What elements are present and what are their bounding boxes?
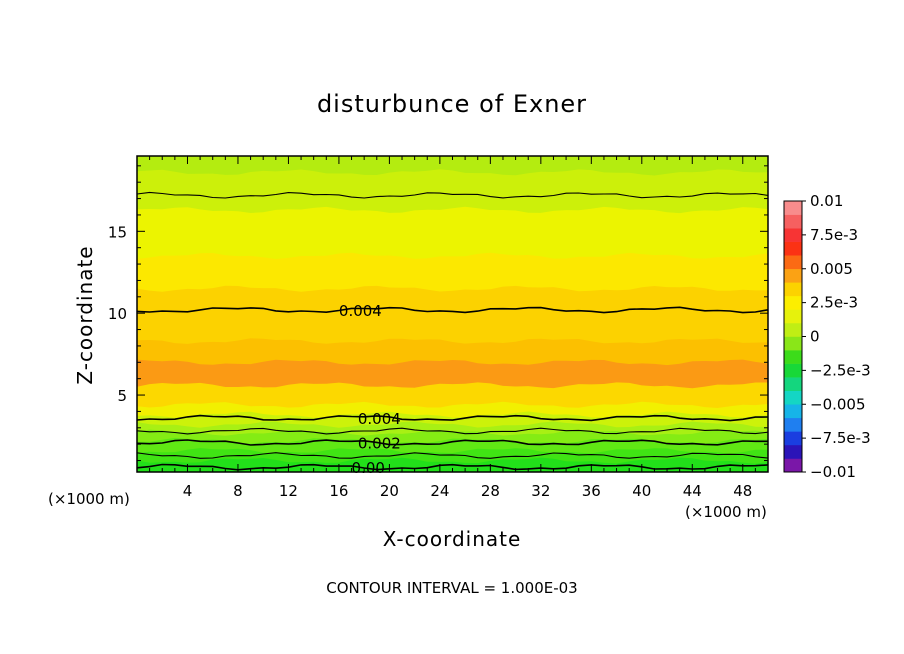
x-tick-label: 44 [683,482,702,500]
x-tick-label: 36 [582,482,601,500]
colorbar-segment [784,390,802,405]
colorbar [783,200,803,473]
colorbar-label: −0.005 [810,395,866,413]
contour-line [136,191,769,199]
contour-interval-note: CONTOUR INTERVAL = 1.000E-03 [326,579,577,597]
contour-line [136,306,769,314]
colorbar-label: 7.5e-3 [810,226,858,244]
x-tick-label: 32 [531,482,550,500]
x-tick-label: 40 [632,482,651,500]
y-tick-label: 15 [108,223,127,241]
x-unit-right: (×1000 m) [685,503,767,521]
x-tick-label: 12 [279,482,298,500]
contour-line [136,427,769,435]
x-tick-label: 20 [380,482,399,500]
colorbar-segment [784,322,802,337]
x-unit-left: (×1000 m) [48,490,130,508]
colorbar-labels: 0.01 7.5e-3 0.005 2.5e-3 0 −2.5e-3 −0.005 −7.5e… [802,192,871,481]
colorbar-segment [784,377,802,391]
x-tick-label: 48 [733,482,752,500]
contour-label: 0.004 [339,302,382,320]
colorbar-segment [784,282,802,297]
colorbar-segment [784,458,802,473]
colorbar-label: −2.5e-3 [810,361,871,379]
colorbar-label: 0.01 [810,192,843,210]
x-tick-label: 8 [233,482,243,500]
colorbar-segment [784,309,802,324]
colorbar-segment [784,363,802,378]
colorbar-segment [784,404,802,419]
colorbar-label: 0 [810,328,820,346]
y-tick-label: 10 [108,305,127,323]
contour-line [136,414,769,422]
x-tick-label: 28 [481,482,500,500]
plot-frame [136,155,769,473]
colorbar-segment [784,268,802,283]
y-axis-label: Z-coordinate [73,245,97,384]
contour-label: 0.002 [358,435,401,453]
contour-line [136,452,769,459]
colorbar-segment [784,255,802,270]
x-tick-label: 24 [430,482,449,500]
colorbar-segment [784,228,802,242]
y-tick-label: 5 [117,387,127,405]
x-tick-labels: 4 8 12 16 20 24 28 32 36 40 44 48 [183,482,753,500]
colorbar-segment [784,350,802,364]
contour-label: 0.004 [358,410,401,428]
x-axis-label: X-coordinate [383,527,522,551]
colorbar-label: 0.005 [810,260,853,278]
y-tick-labels: 5 10 15 [108,223,127,405]
x-tick-label: 16 [329,482,348,500]
colorbar-segment [784,431,802,446]
colorbar-segment [784,336,802,351]
colorbar-segment [784,214,802,229]
contour-line [136,463,769,471]
colorbar-segment [784,241,802,256]
contour-label: 0.00 [352,459,385,477]
colorbar-segment [784,295,802,310]
x-tick-label: 4 [183,482,193,500]
contour-line [136,439,768,446]
colorbar-segment [784,444,802,459]
contour-fill-area [137,156,768,473]
colorbar-label: 2.5e-3 [810,294,858,312]
colorbar-segment [784,417,802,432]
colorbar-label: −7.5e-3 [810,429,871,447]
chart-title: disturbunce of Exner [317,90,587,118]
colorbar-segment [784,201,802,215]
colorbar-label: −0.01 [810,463,856,481]
